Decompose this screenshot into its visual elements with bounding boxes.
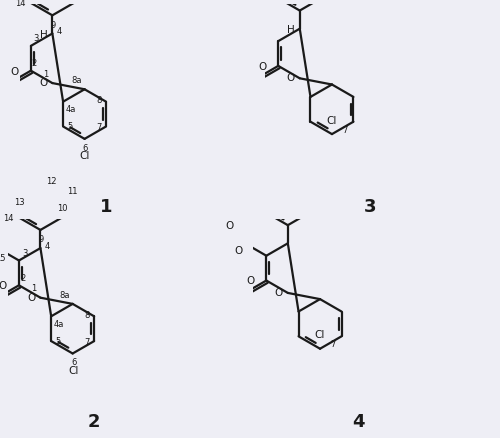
Text: 7: 7 (84, 338, 90, 346)
Text: 5: 5 (68, 122, 72, 131)
Text: Cl: Cl (80, 151, 90, 161)
Text: 8a: 8a (71, 77, 82, 85)
Text: O: O (40, 78, 48, 88)
Text: 3: 3 (364, 198, 376, 216)
Text: 4: 4 (56, 27, 62, 36)
Text: 7: 7 (342, 126, 347, 134)
Text: Cl: Cl (314, 330, 325, 340)
Text: 13: 13 (14, 198, 24, 207)
Text: 9: 9 (39, 235, 44, 244)
Text: 7: 7 (330, 340, 336, 349)
Text: Cl: Cl (326, 116, 336, 126)
Text: O: O (0, 281, 7, 291)
Text: 4a: 4a (66, 106, 76, 114)
Text: 8: 8 (84, 311, 90, 320)
Text: 2: 2 (88, 413, 101, 431)
Text: O: O (246, 276, 254, 286)
Text: Cl: Cl (68, 366, 78, 376)
Text: 14: 14 (3, 214, 13, 223)
Text: 3: 3 (34, 35, 39, 43)
Text: 15: 15 (0, 254, 6, 263)
Text: O: O (286, 73, 295, 83)
Text: 6: 6 (71, 358, 76, 367)
Text: 6: 6 (83, 144, 88, 153)
Text: O: O (258, 62, 266, 72)
Text: H: H (40, 30, 48, 40)
Text: 7: 7 (96, 123, 102, 132)
Text: 8: 8 (96, 96, 102, 105)
Text: O: O (234, 247, 242, 256)
Text: O: O (275, 288, 283, 298)
Text: 14: 14 (15, 0, 26, 8)
Text: 11: 11 (67, 187, 78, 196)
Text: 9: 9 (50, 21, 56, 29)
Text: 4a: 4a (54, 320, 64, 329)
Text: 1: 1 (32, 284, 36, 293)
Text: 2: 2 (20, 274, 25, 283)
Text: 8a: 8a (60, 291, 70, 300)
Text: O: O (28, 293, 36, 303)
Text: 10: 10 (57, 204, 68, 213)
Text: O: O (10, 67, 19, 77)
Text: 3: 3 (22, 249, 27, 258)
Text: O: O (226, 221, 234, 231)
Text: 1: 1 (100, 198, 112, 216)
Text: 12: 12 (46, 177, 56, 186)
Text: 4: 4 (44, 242, 50, 251)
Text: H: H (288, 25, 295, 35)
Text: 5: 5 (56, 336, 60, 346)
Text: 4: 4 (352, 413, 364, 431)
Text: 2: 2 (32, 59, 37, 68)
Text: 1: 1 (44, 70, 49, 79)
